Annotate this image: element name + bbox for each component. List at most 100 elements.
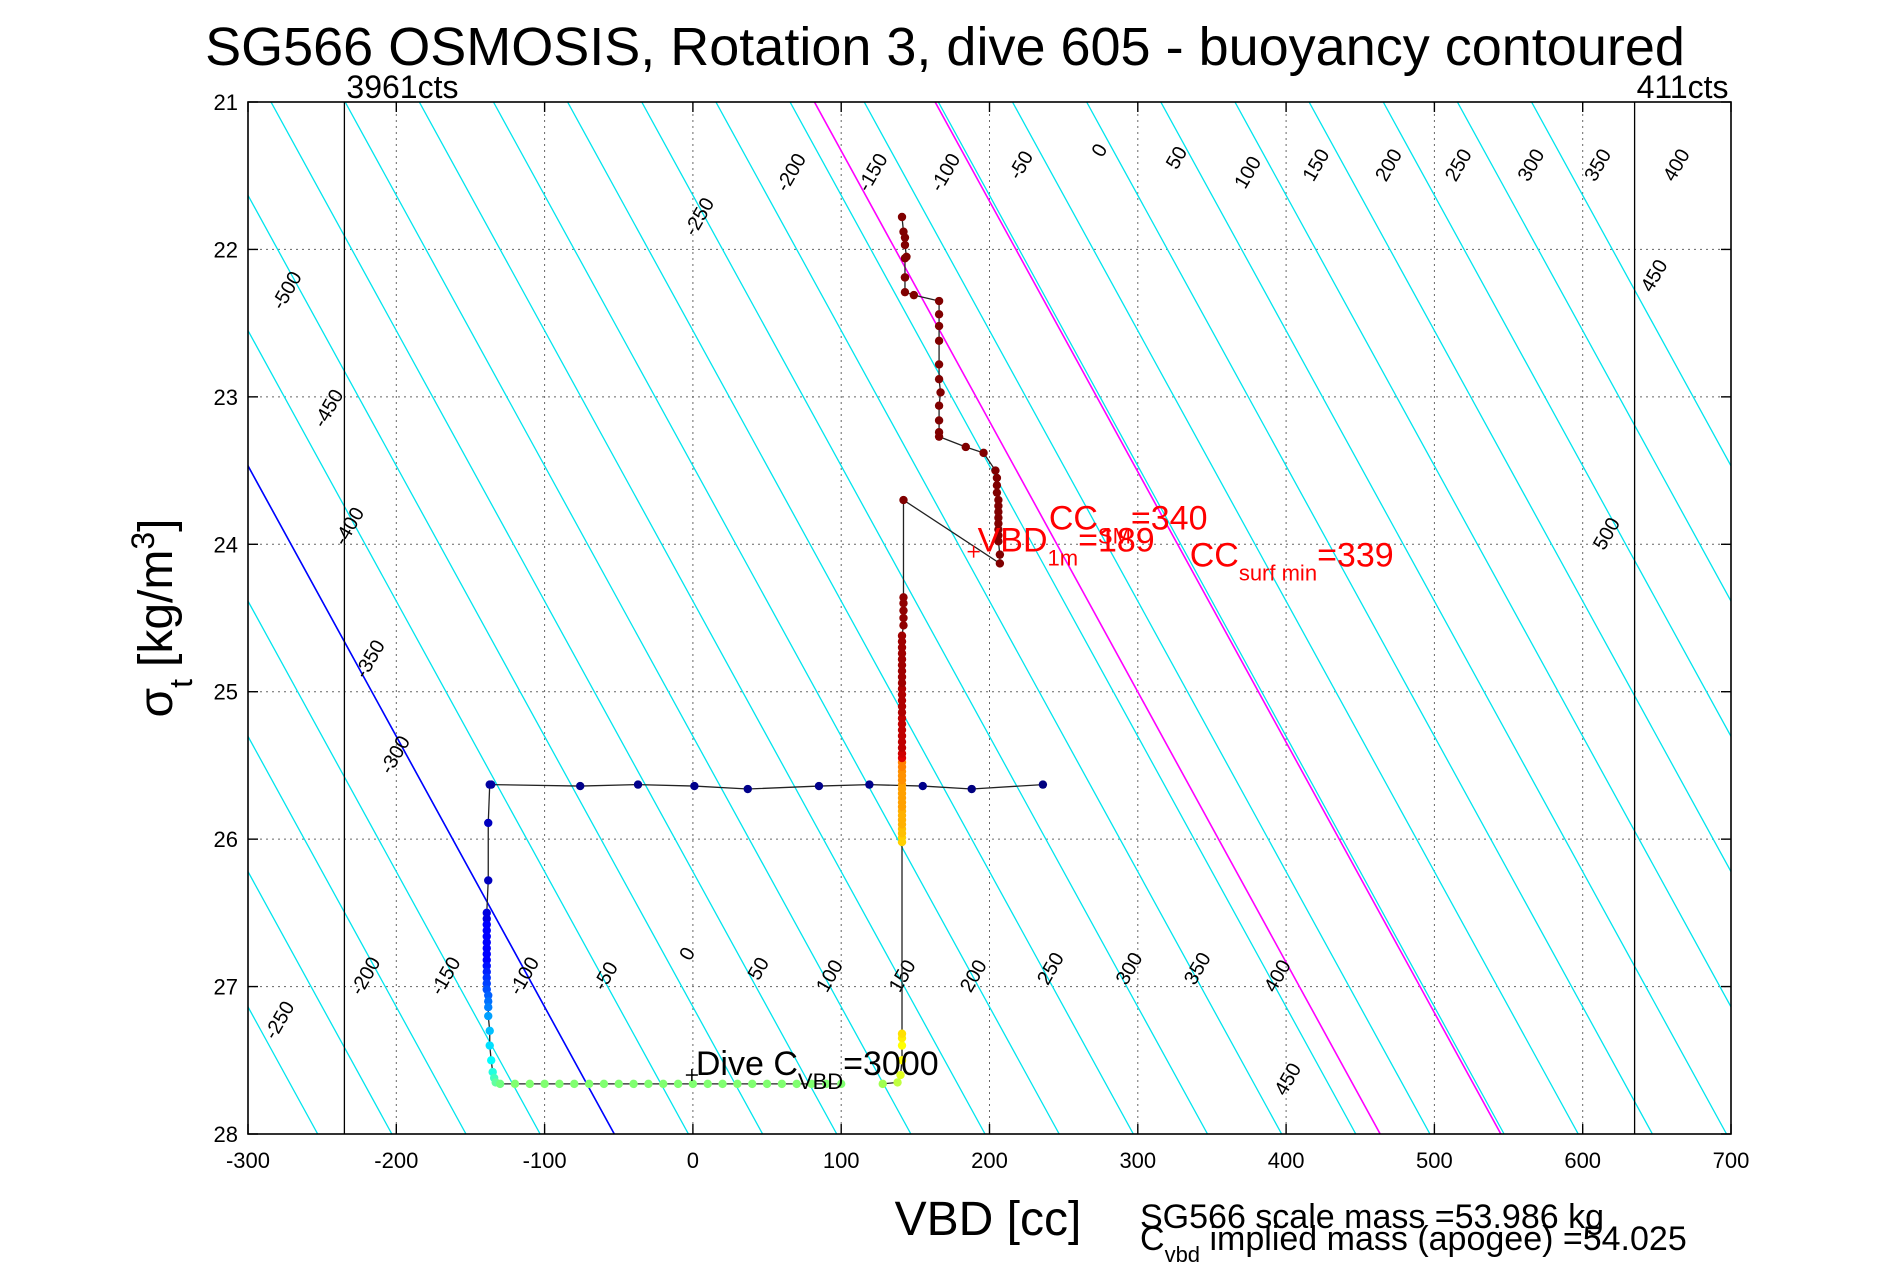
y-tick-label: 28 [214,1122,238,1147]
buoyancy-contour-line [344,102,912,1134]
zero-buoyancy-line [248,464,616,1134]
profile-point [837,1079,846,1089]
profile-point [994,519,1003,528]
profile-point [899,613,908,623]
annotation-label: CCsurf min=339 [1190,536,1394,585]
buoyancy-contours [248,102,1731,1134]
profile-point [934,428,944,437]
buoyancy-contour-line [248,329,690,1134]
profile-point [482,932,491,941]
profile-point [897,660,907,670]
profile-point [482,955,491,965]
implied-mass-note: Cvbd implied mass (apogee) =54.025 [1140,1220,1687,1262]
y-tick-label: 22 [214,237,238,262]
profile-point [482,914,491,923]
profile-point [994,501,1003,511]
annotation-label: VBD1m=189 [978,522,1155,571]
pump-limit-label: 411cts [1637,69,1729,105]
buoyancy-contour-line [1086,102,1653,1134]
profile-point [540,1079,549,1089]
profile-point [899,621,908,630]
x-tick-label: 500 [1416,1148,1453,1173]
x-tick-label: 200 [971,1148,1008,1173]
profile-point [688,1079,698,1089]
profile-point [897,696,907,705]
profile-point [570,1079,579,1089]
buoyancy-contour-line [248,870,393,1134]
profile-point [484,997,493,1006]
y-tick-label: 26 [214,827,238,852]
buoyancy-contour-line [937,102,1505,1134]
buoyancy-contour-line [270,102,838,1134]
profile-point [482,949,491,959]
profile-point [484,818,493,828]
profile-point [992,488,1002,497]
profile-point [629,1079,638,1089]
profile-point [899,599,908,608]
buoyancy-contour-line [715,102,1283,1134]
profile-point [897,666,907,676]
profile-point [979,448,988,458]
x-tick-label: -100 [523,1148,567,1173]
axis-ticks: -300 -200 -100 0 100 200 300 400 500 600 700 21 22 23… [214,90,1750,1173]
profile-point [900,240,910,250]
profile-point [482,961,491,971]
buoyancy-contour-line [1456,102,1731,603]
y-axis-label-close: ] [130,518,183,531]
profile-point [614,1079,623,1089]
profile-point [897,749,907,758]
profile-point [992,473,1002,483]
profile-point [995,550,1005,559]
profile-point [644,1079,653,1089]
y-axis-label-subscript: t [163,679,199,688]
profile-point [900,287,910,297]
annotation-label: Dive CVBD=3000 [696,1045,939,1094]
profile-point [934,296,944,306]
cc-reference-line [934,102,1502,1134]
profile-point [896,1070,905,1080]
buoyancy-contour-line [567,102,1134,1134]
buoyancy-contour-line [789,102,1357,1134]
profile-point [995,559,1005,568]
y-tick-label: 21 [214,90,238,115]
profile-point [934,360,944,369]
buoyancy-contour-line [418,102,986,1134]
profile-point [510,1079,520,1089]
profile-point [902,252,911,261]
profile-point [934,401,944,410]
profile-point [897,1056,907,1065]
profile-point [878,1079,887,1089]
x-tick-label: 100 [823,1148,860,1173]
y-axis-label-unit: [kg/m [130,550,183,667]
profile-point [897,690,907,699]
profile-point [899,606,908,615]
profile-point [897,708,907,717]
profile-point [994,507,1003,517]
profile-point [897,1029,907,1038]
buoyancy-contour-line [1234,102,1731,1009]
profile-point [633,780,643,789]
profile-point [690,781,699,791]
profile-point [555,1079,564,1089]
profile-point [897,643,907,652]
profile-point [484,991,493,1000]
profile-point [495,1079,505,1089]
profile-point [893,1078,902,1087]
profile-point [673,1079,683,1089]
profile-point [897,1041,907,1050]
buoyancy-contour-line [248,599,541,1134]
buoyancy-contour-line [492,102,1060,1134]
profile-point [659,1079,668,1089]
contour-labels: -500-450-400-350-300-250-200 -150 -100 -50 0… [260,140,1694,1099]
buoyancy-contour-line [1308,102,1731,873]
y-tick-label: 27 [214,975,238,1000]
profile-point [897,714,907,723]
profile-point [482,967,491,977]
profile-point [482,944,491,953]
buoyancy-contour-line [1382,102,1731,738]
profile-point [718,1079,727,1089]
dive-profiles [482,212,1048,1089]
profile-point [909,290,919,300]
y-axis-label-group: σt [kg/m3] [125,518,199,717]
x-tick-label: 300 [1119,1148,1156,1173]
